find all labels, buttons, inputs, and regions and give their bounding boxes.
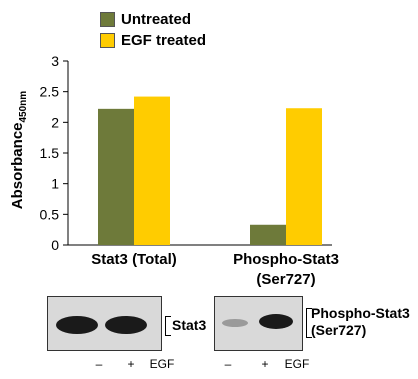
bar-egf-treated-0 xyxy=(134,96,170,245)
blot-panel-phospho-stat3 xyxy=(214,296,303,351)
y-tick-label: 1 xyxy=(51,176,59,192)
blot1-lane-plus: + xyxy=(127,357,135,371)
legend-swatch-egf-treated xyxy=(100,33,115,48)
blot-label-phospho-stat3-line2: (Ser727) xyxy=(311,322,367,338)
legend-label-untreated: Untreated xyxy=(121,11,192,28)
y-tick-label: 2.5 xyxy=(40,84,60,100)
bar-egf-treated-1 xyxy=(286,108,322,245)
y-axis-label-main: Absorbance xyxy=(9,122,26,209)
bar-untreated-1 xyxy=(250,224,286,245)
y-tick-label: 0 xyxy=(51,237,59,253)
blot1-lane-minus: – xyxy=(95,357,103,371)
y-tick-label: 2 xyxy=(51,114,59,130)
blot-label-stat3-line1: Stat3 xyxy=(172,317,207,333)
blot-label-phospho-stat3: Phospho-Stat3 (Ser727) xyxy=(311,305,410,339)
y-axis-label: Absorbance450nm xyxy=(9,91,29,209)
blot2-lane-plus: + xyxy=(261,357,269,371)
blot1-lane-caption: EGF xyxy=(149,357,175,371)
blot-label-phospho-stat3-line1: Phospho-Stat3 xyxy=(311,305,410,321)
y-tick-label: 1.5 xyxy=(40,145,60,161)
blot-band-phospho-lane1 xyxy=(222,319,248,327)
legend-item-untreated: Untreated xyxy=(100,9,206,30)
legend: Untreated EGF treated xyxy=(100,9,206,51)
blot2-lane-minus: – xyxy=(224,357,232,371)
legend-item-egf-treated: EGF treated xyxy=(100,30,206,51)
blot2-lane-caption: EGF xyxy=(284,357,310,371)
x-category-label: (Ser727) xyxy=(256,271,315,288)
y-axis-label-subscript: 450nm xyxy=(18,91,29,123)
blot-label-stat3: Stat3 xyxy=(172,317,206,334)
y-tick-label: 3 xyxy=(51,53,59,69)
blot-band-stat3-lane1 xyxy=(56,316,98,334)
legend-swatch-untreated xyxy=(100,12,115,27)
blot-band-stat3-lane2 xyxy=(105,316,147,334)
bar-untreated-0 xyxy=(98,108,134,245)
blot-bracket-stat3 xyxy=(165,316,171,336)
legend-label-egf-treated: EGF treated xyxy=(121,32,207,49)
y-tick-label: 0.5 xyxy=(40,206,60,222)
blot-band-phospho-lane2 xyxy=(259,314,293,329)
blot-bracket-phospho-stat3 xyxy=(306,308,312,338)
x-category-label: Phospho-Stat3 xyxy=(233,251,339,268)
x-category-label: Stat3 (Total) xyxy=(91,251,177,268)
blot-panel-stat3 xyxy=(47,296,162,351)
bar-chart: Absorbance450nm 0 0.5 1 1.5 2 2.5 3 Stat3 (Tota… xyxy=(9,53,339,288)
